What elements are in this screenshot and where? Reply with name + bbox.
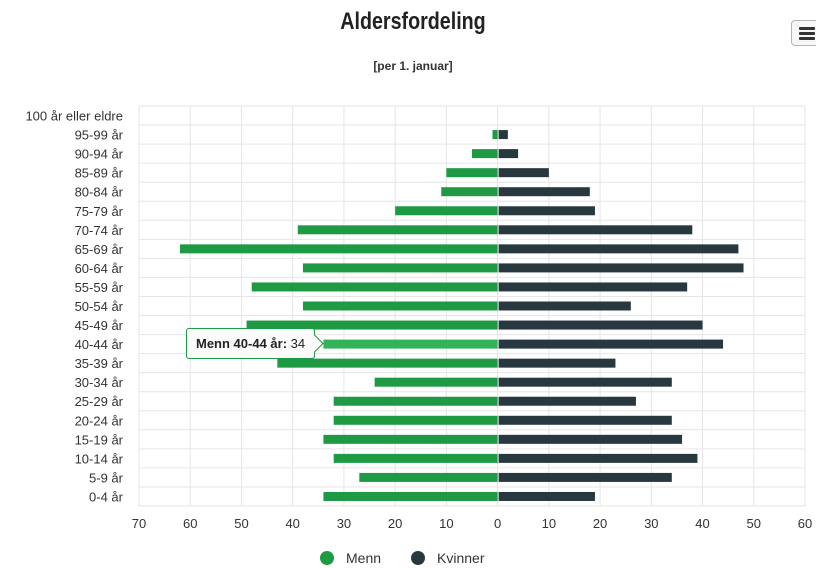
- x-tick-label: 40: [695, 516, 709, 531]
- x-tick-label: 60: [798, 516, 812, 531]
- bar-kvinner[interactable]: [498, 358, 616, 368]
- bar-kvinner[interactable]: [498, 187, 590, 197]
- bar-menn[interactable]: [374, 377, 498, 387]
- y-tick-label: 90-94 år: [75, 147, 124, 162]
- x-tick-label: 0: [494, 516, 501, 531]
- legend: Menn Kvinner: [320, 548, 515, 568]
- y-tick-label: 60-64 år: [75, 261, 124, 276]
- bar-kvinner[interactable]: [498, 472, 672, 482]
- legend-label-kvinner: Kvinner: [437, 550, 485, 566]
- bar-menn[interactable]: [492, 130, 498, 140]
- x-tick-label: 30: [337, 516, 351, 531]
- bar-kvinner[interactable]: [498, 130, 508, 140]
- y-tick-label: 5-9 år: [89, 470, 124, 485]
- legend-item-kvinner[interactable]: Kvinner: [411, 550, 485, 566]
- bar-menn[interactable]: [297, 225, 498, 235]
- bar-kvinner[interactable]: [498, 434, 683, 444]
- bar-kvinner[interactable]: [498, 168, 549, 178]
- legend-dot-kvinner: [411, 551, 426, 565]
- chart-title: Aldersfordeling: [340, 8, 486, 35]
- y-tick-label: 0-4 år: [89, 489, 124, 504]
- bar-kvinner[interactable]: [498, 339, 724, 349]
- y-tick-label: 20-24 år: [75, 413, 124, 428]
- y-tick-label: 55-59 år: [75, 280, 124, 295]
- x-tick-label: 20: [388, 516, 402, 531]
- bar-menn[interactable]: [302, 301, 498, 311]
- x-tick-label: 60: [183, 516, 197, 531]
- y-tick-label: 35-39 år: [75, 356, 124, 371]
- legend-label-menn: Menn: [346, 550, 382, 566]
- bar-kvinner[interactable]: [498, 149, 519, 159]
- bar-kvinner[interactable]: [498, 396, 636, 406]
- bar-kvinner[interactable]: [498, 244, 739, 254]
- bar-kvinner[interactable]: [498, 415, 672, 425]
- y-tick-label: 65-69 år: [75, 242, 124, 257]
- x-tick-label: 30: [644, 516, 658, 531]
- y-axis-labels: 100 år eller eldre 95-99 år 90-94 år 85-89 …: [25, 109, 123, 505]
- y-tick-label: 85-89 år: [75, 166, 124, 181]
- bar-menn[interactable]: [179, 244, 498, 254]
- tooltip: Menn 40-44 år: 34: [186, 328, 324, 359]
- legend-dot-menn: [320, 551, 334, 565]
- tooltip-label: Menn 40-44 år:: [196, 336, 288, 351]
- y-tick-label: 75-79 år: [75, 204, 124, 219]
- y-tick-label: 10-14 år: [75, 451, 124, 466]
- y-tick-label: 80-84 år: [75, 185, 124, 200]
- bar-menn[interactable]: [333, 453, 498, 463]
- bar-menn[interactable]: [441, 187, 498, 197]
- tooltip-value: 34: [290, 336, 306, 351]
- x-tick-label: 50: [747, 516, 761, 531]
- bar-menn[interactable]: [246, 320, 498, 330]
- bar-kvinner[interactable]: [498, 301, 631, 311]
- bar-menn[interactable]: [333, 396, 498, 406]
- bar-menn[interactable]: [472, 149, 498, 159]
- bar-menn[interactable]: [359, 472, 498, 482]
- y-tick-label: 70-74 år: [75, 223, 124, 238]
- bar-kvinner[interactable]: [498, 206, 595, 216]
- y-tick-label: 25-29 år: [75, 394, 124, 409]
- x-tick-label: 20: [593, 516, 607, 531]
- bar-kvinner[interactable]: [498, 263, 744, 273]
- y-tick-label: 100 år eller eldre: [25, 109, 123, 124]
- y-tick-label: 45-49 år: [75, 318, 124, 333]
- bar-menn[interactable]: [251, 282, 498, 292]
- bar-menn[interactable]: [323, 339, 498, 349]
- x-tick-label: 10: [542, 516, 556, 531]
- x-axis-labels: 70 60 50 40 30 20 10 0 10 20 30 40 50 60: [132, 516, 812, 531]
- bar-menn[interactable]: [395, 206, 498, 216]
- bar-kvinner[interactable]: [498, 377, 672, 387]
- bar-menn[interactable]: [446, 168, 498, 178]
- bar-kvinner[interactable]: [498, 453, 698, 463]
- bar-menn[interactable]: [323, 434, 498, 444]
- x-tick-label: 10: [439, 516, 453, 531]
- chart-subtitle: [per 1. januar]: [373, 59, 453, 73]
- bar-kvinner[interactable]: [498, 225, 693, 235]
- y-tick-label: 50-54 år: [75, 299, 124, 314]
- bar-kvinner[interactable]: [498, 320, 703, 330]
- y-tick-label: 15-19 år: [75, 432, 124, 447]
- y-tick-label: 40-44 år: [75, 337, 124, 352]
- y-tick-label: 30-34 år: [75, 375, 124, 390]
- bar-menn[interactable]: [333, 415, 498, 425]
- x-tick-label: 70: [132, 516, 146, 531]
- legend-item-menn[interactable]: Menn: [320, 550, 381, 566]
- bar-menn[interactable]: [323, 491, 498, 501]
- x-tick-label: 50: [234, 516, 248, 531]
- bars: [179, 130, 744, 501]
- x-tick-label: 40: [285, 516, 299, 531]
- bar-kvinner[interactable]: [498, 491, 595, 501]
- bar-menn[interactable]: [277, 358, 498, 368]
- y-tick-label: 95-99 år: [75, 128, 124, 143]
- bar-menn[interactable]: [302, 263, 498, 273]
- hamburger-menu-icon[interactable]: [791, 20, 816, 46]
- grid-lines: [138, 105, 806, 507]
- bar-kvinner[interactable]: [498, 282, 688, 292]
